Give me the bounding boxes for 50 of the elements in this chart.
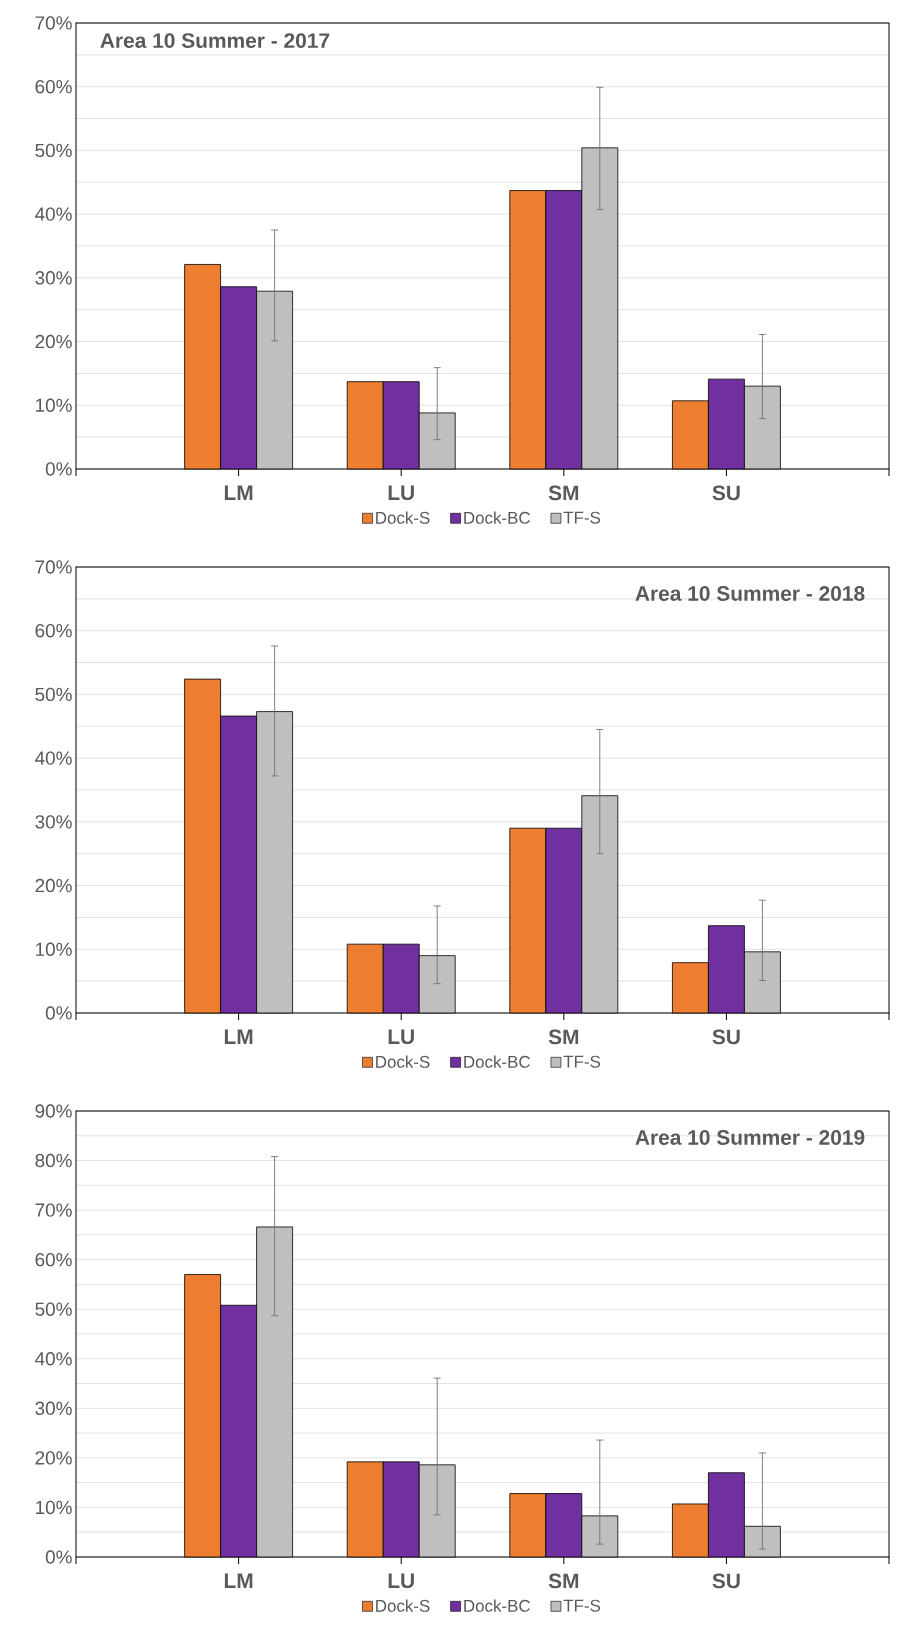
y-tick-label: 50%: [35, 143, 72, 158]
y-tick-label: 0%: [45, 1006, 72, 1020]
y-tick-label: 70%: [35, 1203, 72, 1217]
y-tick-label: 30%: [35, 271, 72, 285]
legend-label: TF-S: [563, 1599, 601, 1612]
y-tick-label: 60%: [35, 1252, 72, 1267]
y-tick-label: 50%: [35, 1302, 72, 1316]
y-tick-label: 0%: [45, 462, 72, 476]
x-tick-label: LU: [388, 485, 414, 501]
x-tick-label: LU: [388, 1573, 414, 1589]
y-tick-label: 20%: [35, 1451, 72, 1465]
chart-title: Area 10 Summer - 2017: [100, 33, 330, 48]
x-tick-label: SM: [548, 485, 579, 501]
y-tick-label: 20%: [35, 334, 72, 349]
text: Area 10 Summer - 2018: [635, 586, 865, 601]
text: Area 10 Summer - 2019: [635, 1130, 865, 1145]
y-tick-label: 10%: [36, 398, 72, 412]
x-tick-label: LU: [388, 1029, 414, 1045]
y-tick-label: 10%: [36, 942, 72, 956]
x-tick-label: SU: [712, 1573, 740, 1589]
legend-label: Dock-S: [376, 1055, 430, 1068]
legend-label: Dock-S: [376, 1599, 430, 1612]
x-tick-label: LM: [224, 485, 253, 500]
y-tick-label: 90%: [35, 1104, 72, 1118]
y-tick-label: 60%: [35, 623, 72, 638]
x-tick-label: LM: [224, 1573, 253, 1588]
y-tick-label: 30%: [35, 815, 72, 829]
y-tick-label: 0%: [45, 1550, 72, 1564]
x-tick-label: SU: [712, 1029, 740, 1045]
y-tick-label: 40%: [35, 751, 72, 765]
y-tick-label: 70%: [35, 16, 72, 30]
y-tick-label: 50%: [35, 687, 72, 702]
legend-label: TF-S: [563, 1055, 601, 1068]
y-tick-label: 70%: [35, 560, 72, 574]
y-tick-label: 20%: [35, 878, 72, 893]
y-tick-label: 40%: [35, 207, 72, 221]
legend-label: TF-S: [563, 511, 601, 524]
y-tick-label: 30%: [35, 1401, 72, 1416]
y-tick-label: 80%: [35, 1153, 72, 1168]
y-tick-label: 40%: [35, 1352, 72, 1366]
y-tick-label: 10%: [36, 1500, 72, 1515]
x-tick-label: SM: [548, 1029, 579, 1045]
x-tick-label: SM: [548, 1573, 579, 1589]
legend-label: Dock-BC: [464, 1599, 530, 1612]
y-tick-label: 60%: [35, 79, 72, 94]
legend-label: Dock-S: [376, 511, 430, 524]
legend-label: Dock-BC: [464, 511, 530, 524]
x-tick-label: SU: [712, 485, 740, 501]
x-tick-label: LM: [224, 1029, 253, 1044]
legend-label: Dock-BC: [464, 1055, 530, 1068]
